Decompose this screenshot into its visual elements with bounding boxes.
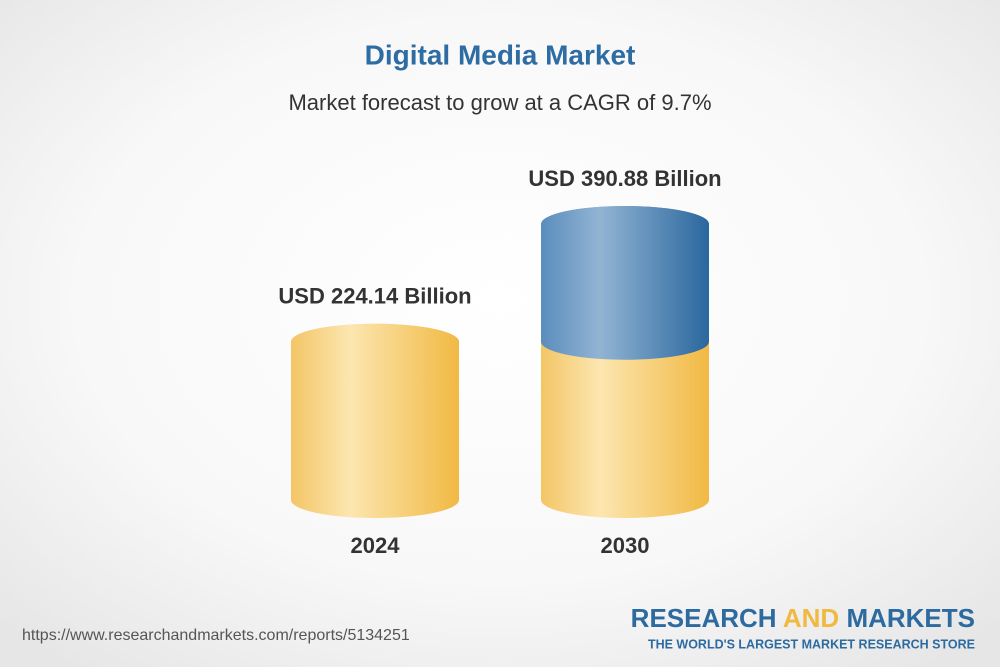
cylinder-segment	[291, 323, 459, 518]
cylinder-body	[541, 206, 709, 360]
cylinder-segment	[541, 206, 709, 360]
value-label: USD 224.14 Billion	[278, 284, 471, 309]
brand-part: AND	[783, 603, 839, 633]
cylinder-segment	[541, 323, 709, 518]
chart-subtitle: Market forecast to grow at a CAGR of 9.7…	[288, 90, 711, 115]
value-label: USD 390.88 Billion	[528, 166, 721, 191]
tagline: THE WORLD'S LARGEST MARKET RESEARCH STOR…	[648, 637, 975, 651]
brand-part: MARKETS	[846, 603, 975, 633]
cylinder-body	[291, 323, 459, 518]
chart-title: Digital Media Market	[365, 39, 636, 70]
brand: RESEARCH AND MARKETS	[631, 603, 975, 633]
cylinder-top	[291, 323, 459, 360]
source-url: https://www.researchandmarkets.com/repor…	[22, 627, 410, 644]
x-tick-label: 2030	[601, 533, 650, 558]
cylinder-top	[541, 206, 709, 242]
cylinder-body	[541, 323, 709, 518]
x-tick-label: 2024	[351, 533, 401, 558]
brand-part: RESEARCH	[631, 603, 777, 633]
